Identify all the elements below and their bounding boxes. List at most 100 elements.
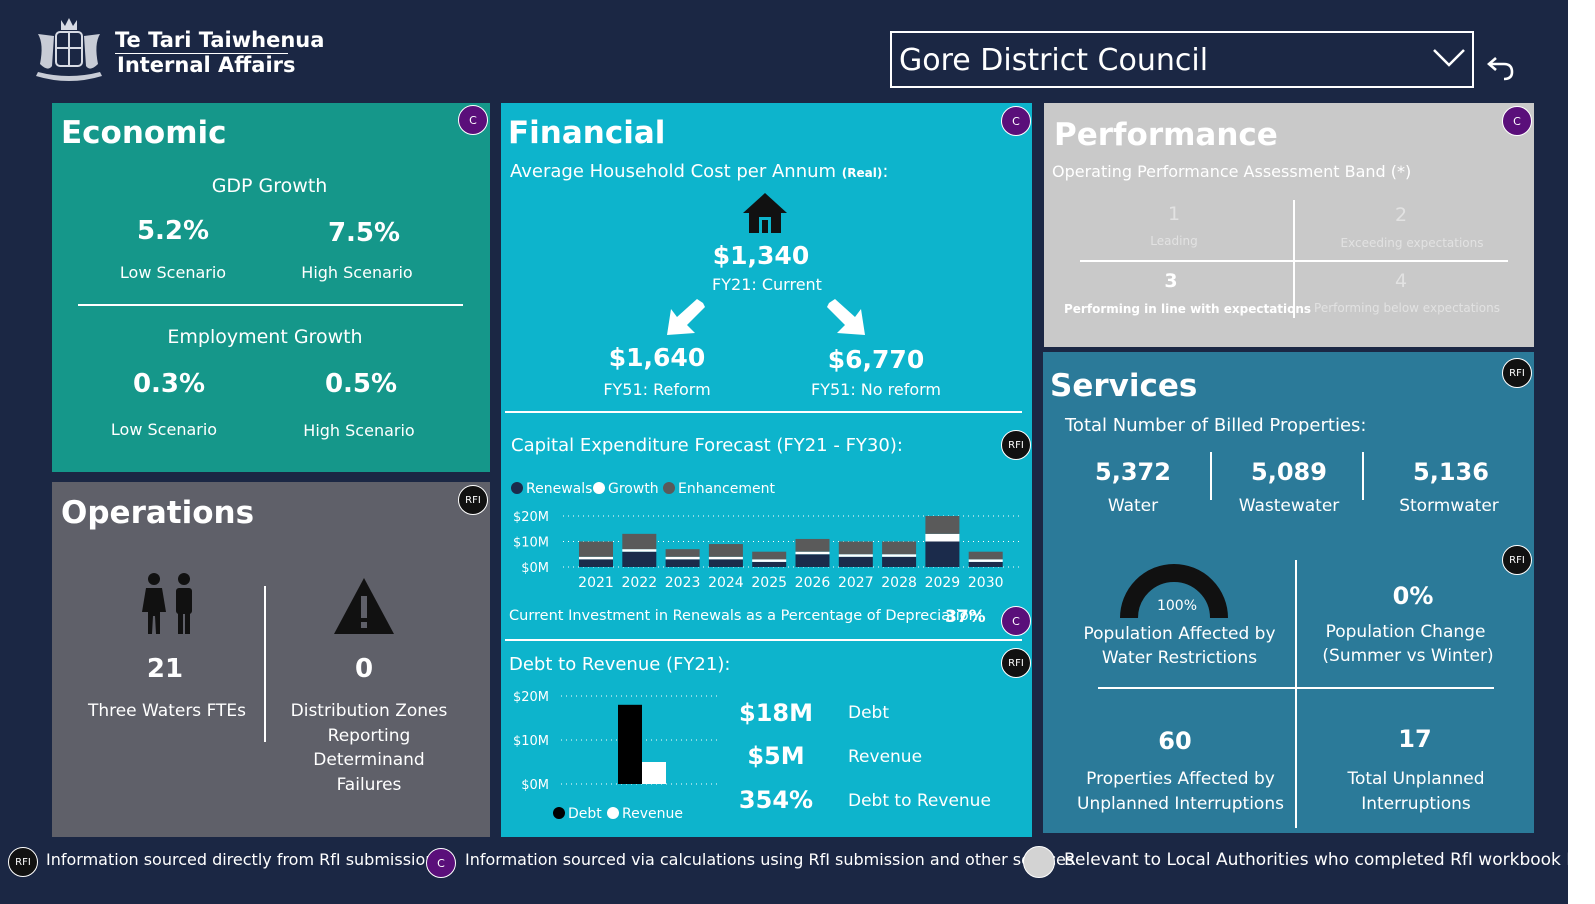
- band2-number: 2: [1394, 204, 1408, 226]
- debt-label: Debt: [848, 703, 890, 723]
- bar-enhancement: [708, 544, 743, 557]
- x-tick-label: 2022: [621, 575, 657, 591]
- legend-label-enhancement: Enhancement: [678, 481, 775, 497]
- zones-value: 0: [354, 654, 374, 684]
- capex-chart: Renewals Growth Enhancement $0M $10M $20M 2021…: [501, 473, 1032, 593]
- rfi-badge: RFI: [1502, 358, 1532, 388]
- bar-renewals: [622, 551, 657, 567]
- y-tick-label: $0M: [521, 778, 549, 793]
- bar-renewals: [968, 561, 1003, 567]
- bar-growth: [925, 533, 960, 542]
- employment-growth-label: Employment Growth: [167, 326, 363, 348]
- y-tick-label: $20M: [513, 690, 549, 705]
- y-tick-label: $10M: [513, 536, 549, 551]
- financial-divider-2: [505, 639, 1022, 641]
- bar-enhancement: [838, 541, 873, 555]
- bar-renewals: [838, 556, 873, 567]
- debt-value: $18M: [739, 699, 813, 727]
- x-tick-label: 2029: [925, 575, 961, 591]
- rfi-badge: RFI: [1001, 648, 1031, 678]
- pop-change-label-line2: (Summer vs Winter): [1322, 646, 1494, 666]
- interruptions-label-line2: Interruptions: [1361, 794, 1471, 814]
- operations-title: Operations: [61, 495, 255, 531]
- x-tick-label: 2025: [751, 575, 787, 591]
- x-tick-label: 2026: [795, 575, 831, 591]
- ftes-value: 21: [146, 654, 184, 684]
- gdp-low-label: Low Scenario: [119, 263, 227, 282]
- current-cost-value: $1,340: [712, 241, 810, 270]
- org-name-divider: [115, 53, 288, 54]
- calculated-legend-text: Information sourced via calculations usi…: [465, 850, 1075, 869]
- services-grid-vertical: [1295, 560, 1297, 828]
- performance-subtitle: Operating Performance Assessment Band (*…: [1052, 162, 1412, 181]
- calculated-badge: C: [426, 848, 456, 878]
- revenue-label: Revenue: [848, 747, 923, 767]
- bar-growth: [665, 556, 700, 560]
- restrictions-gauge: [1119, 560, 1229, 624]
- calculated-badge: C: [1502, 106, 1532, 136]
- bar-growth: [579, 556, 613, 560]
- gdp-low-value: 5.2%: [136, 216, 210, 246]
- interruptions-label-line1: Total Unplanned: [1347, 769, 1485, 789]
- org-name-line1: Te Tari Taiwhenua: [115, 28, 325, 52]
- operations-panel: Operations RFI 21 Three Waters FTEs 0 Di…: [52, 482, 490, 837]
- legend-marker-debt: [553, 807, 565, 819]
- performance-panel: Performance C Operating Performance Asse…: [1044, 103, 1534, 347]
- rfi-badge: RFI: [8, 847, 38, 877]
- renewals-depreciation-label: Current Investment in Renewals as a Perc…: [509, 608, 983, 624]
- economic-divider: [78, 304, 463, 306]
- economic-panel: Economic C GDP Growth 5.2% Low Scenario …: [52, 103, 490, 472]
- chevron-down-icon[interactable]: [1432, 47, 1466, 73]
- bar-growth: [622, 549, 657, 552]
- org-name-line2: Internal Affairs: [117, 53, 296, 77]
- water-label: Water: [1107, 496, 1159, 516]
- zones-label-line4: Failures: [336, 775, 402, 795]
- relevant-marker-icon: [1023, 846, 1055, 878]
- stormwater-value: 5,136: [1413, 458, 1489, 486]
- relevant-legend-text: Relevant to Local Authorities who comple…: [1064, 850, 1572, 870]
- ratio-label: Debt to Revenue: [848, 791, 991, 811]
- zones-label-line1: Distribution Zones: [290, 701, 448, 721]
- revenue-value: $5M: [747, 742, 805, 770]
- bar-enhancement: [795, 538, 830, 552]
- zones-label-line3: Determinand: [313, 750, 425, 770]
- ratio-value: 354%: [738, 786, 814, 814]
- financial-divider-1: [505, 411, 1022, 413]
- services-panel: Services RFI Total Number of Billed Prop…: [1043, 352, 1534, 833]
- calculated-badge: C: [458, 105, 488, 135]
- x-tick-label: 2028: [881, 575, 917, 591]
- bar-enhancement: [752, 551, 787, 560]
- band4-number: 4: [1394, 270, 1408, 292]
- y-tick-label: $0M: [521, 561, 549, 576]
- operations-divider: [264, 586, 266, 742]
- employment-high-label: High Scenario: [303, 421, 415, 440]
- ftes-label: Three Waters FTEs: [87, 701, 247, 721]
- y-tick-label: $20M: [513, 510, 549, 525]
- band1-label: Leading: [1150, 234, 1198, 248]
- rfi-badge: RFI: [1001, 430, 1031, 460]
- bar-renewals: [882, 556, 917, 567]
- wastewater-label: Wastewater: [1238, 496, 1340, 516]
- financial-title: Financial: [508, 115, 666, 151]
- interruptions-value: 17: [1398, 725, 1432, 753]
- arrow-down-left-icon: [665, 299, 705, 341]
- reset-undo-icon[interactable]: [1486, 52, 1516, 86]
- debt-title: Debt to Revenue (FY21):: [509, 654, 731, 675]
- x-tick-label: 2023: [665, 575, 701, 591]
- bar-renewals: [752, 561, 787, 567]
- noreform-cost-label: FY51: No reform: [810, 380, 942, 399]
- household-cost-label: Average Household Cost per Annum (Real):: [510, 161, 889, 182]
- bar-growth: [795, 551, 830, 555]
- economic-title: Economic: [61, 115, 227, 151]
- council-select[interactable]: Gore District Council: [890, 31, 1474, 88]
- water-value: 5,372: [1095, 458, 1171, 486]
- bar-renewals: [579, 559, 613, 567]
- bar-enhancement: [968, 551, 1003, 560]
- employment-high-value: 0.5%: [324, 369, 398, 399]
- band1-number: 1: [1167, 203, 1181, 225]
- bar-renewals: [665, 559, 700, 567]
- x-tick-label: 2030: [968, 575, 1004, 591]
- restrictions-label-line1: Population Affected by: [1083, 624, 1276, 644]
- bar-debt: [618, 704, 642, 784]
